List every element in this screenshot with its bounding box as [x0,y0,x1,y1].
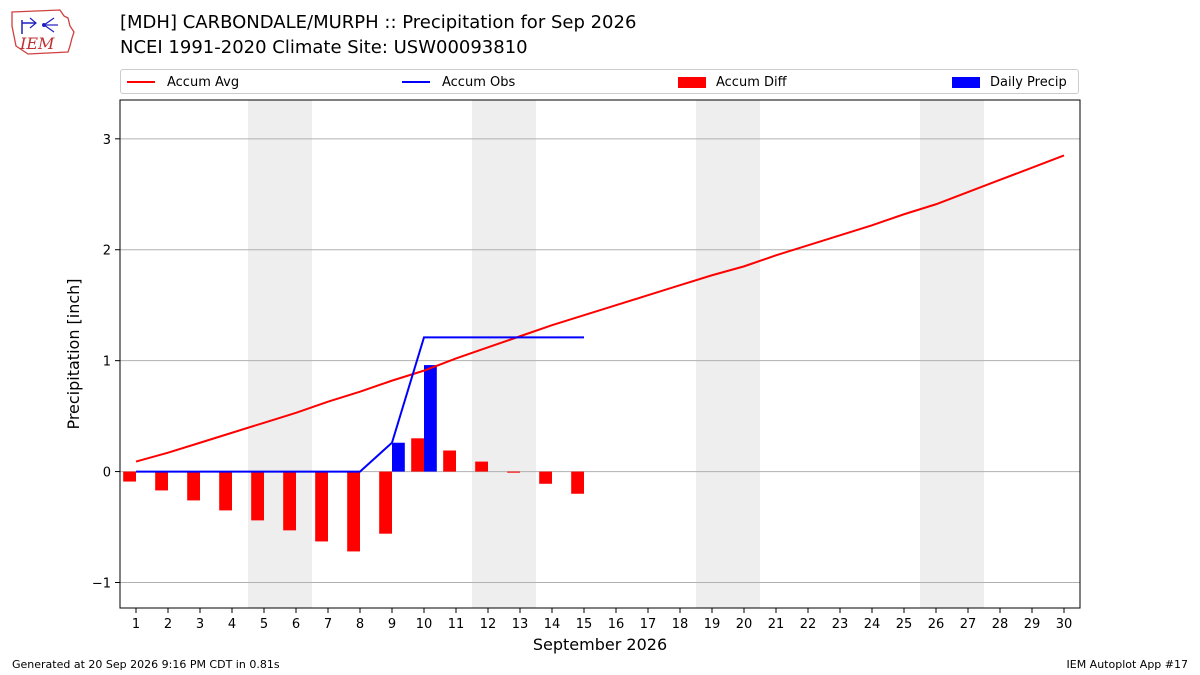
x-tick-label-28: 28 [992,617,1009,632]
x-tick-label-14: 14 [544,617,561,632]
x-tick-label-5: 5 [260,617,268,632]
legend-swatch-daily-precip [952,76,980,88]
x-tick-label-19: 19 [704,617,721,632]
x-axis-label: September 2026 [533,635,667,654]
legend-swatch-accum-obs [402,81,430,83]
legend-swatch-accum-diff [678,76,706,88]
accum-diff-bar-day-9 [379,471,392,534]
plot-frame [119,99,1081,609]
legend-item-daily-precip: Daily Precip [952,73,1067,91]
x-tick-label-16: 16 [608,617,625,632]
accum-diff-bar-day-7 [315,471,328,542]
x-tick-label-6: 6 [292,617,300,632]
x-tick-label-26: 26 [928,617,945,632]
x-tick-label-8: 8 [356,617,364,632]
x-tick-label-15: 15 [576,617,593,632]
legend-item-accum-diff: Accum Diff [678,73,787,91]
daily-precip-bar-day-9 [392,442,405,472]
iem-logo-text: IEM [19,34,55,53]
accum-diff-bar-day-5 [251,471,264,521]
x-tick-label-27: 27 [960,617,977,632]
accum-diff-bar-day-2 [155,471,168,491]
x-tick-label-30: 30 [1056,617,1073,632]
chart-subtitle: NCEI 1991-2020 Climate Site: USW00093810 [120,37,528,58]
legend-item-accum-avg: Accum Avg [127,73,239,91]
x-tick-label-17: 17 [640,617,657,632]
x-tick-label-18: 18 [672,617,689,632]
accum-diff-bar-day-10 [411,438,424,472]
iem-logo: IEM [11,9,75,55]
accum-avg-line [135,154,1065,463]
legend-label-daily-precip: Daily Precip [990,74,1067,90]
x-tick-label-10: 10 [416,617,433,632]
x-tick-label-4: 4 [228,617,236,632]
x-tick-label-25: 25 [896,617,913,632]
x-tick-label-29: 29 [1024,617,1041,632]
x-tick-label-13: 13 [512,617,529,632]
accum-diff-bar-day-6 [283,471,296,531]
accum-diff-bar-day-15 [571,471,584,494]
legend-label-accum-diff: Accum Diff [716,74,787,90]
legend-swatch-accum-avg [127,81,155,83]
accum-diff-bar-day-12 [475,461,488,472]
legend-label-accum-obs: Accum Obs [442,74,516,90]
daily-precip-bar-day-10 [424,365,437,472]
y-tick-label-2: 2 [103,244,111,259]
weekend-shade-2 [472,100,536,608]
x-tick-label-12: 12 [480,617,497,632]
x-tick-label-21: 21 [768,617,785,632]
y-tick-label-0: 0 [103,466,111,481]
x-tick-label-11: 11 [448,617,465,632]
x-tick-label-9: 9 [388,617,396,632]
x-tick-label-2: 2 [164,617,172,632]
weekend-shade-1 [248,100,312,608]
accum-diff-bar-day-11 [443,450,456,472]
accum-obs-line [136,336,584,473]
y-tick-label-3: 3 [103,133,111,148]
y-tick-label--1: −1 [92,576,111,591]
x-tick-label-3: 3 [196,617,204,632]
accum-diff-bar-day-3 [187,471,200,501]
accum-diff-bar-day-4 [219,471,232,511]
weekend-shade-4 [920,100,984,608]
accum-diff-bar-day-13 [507,471,520,473]
y-tick-label-1: 1 [103,355,111,370]
x-tick-label-20: 20 [736,617,753,632]
weekend-shade-3 [696,100,760,608]
accum-diff-bar-day-8 [347,471,360,552]
x-tick-label-22: 22 [800,617,817,632]
legend-item-accum-obs: Accum Obs [402,73,515,91]
autoplot-app-label: IEM Autoplot App #17 [1066,658,1189,671]
generated-timestamp: Generated at 20 Sep 2026 9:16 PM CDT in … [12,658,280,671]
x-tick-label-1: 1 [132,617,140,632]
legend: Accum Avg Accum Obs Accum Diff Daily Pre… [120,69,1079,94]
accum-diff-bar-day-1 [123,471,136,482]
x-tick-label-7: 7 [324,617,332,632]
chart-title: [MDH] CARBONDALE/MURPH :: Precipitation … [120,12,637,33]
accum-diff-bar-day-14 [539,471,552,484]
x-tick-label-24: 24 [864,617,881,632]
y-axis-label: Precipitation [inch] [64,278,83,429]
legend-label-accum-avg: Accum Avg [167,74,240,90]
x-tick-label-23: 23 [832,617,849,632]
